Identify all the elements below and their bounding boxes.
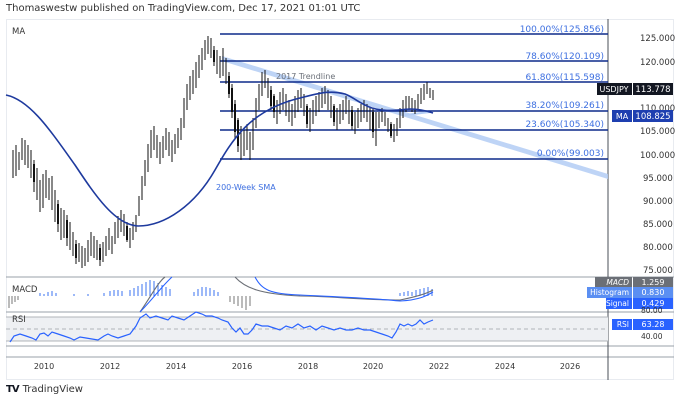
rsi-tick-80: 80.00 [641,306,663,315]
sma-200-week-line[interactable] [5,91,434,227]
fib-label-786: 78.60%(120.109) [525,52,604,62]
fib-label-236: 23.60%(105.340) [525,120,604,130]
histogram-value: 0.830 [642,288,665,297]
histogram-badge [587,287,632,298]
macd-negative-bars [8,296,251,310]
fib-labels: 100.00%(125.856) 78.60%(120.109) 61.80%(… [520,25,604,159]
price-axis[interactable]: 125.000 120.000 110.000 105.000 100.000 … [640,34,675,276]
ma-value-badge [633,110,673,122]
macd-badge [595,277,632,287]
symbol-badge [597,83,632,95]
rsi-tick-40: 40.00 [641,332,663,341]
fibonacci-retracement[interactable] [220,33,608,160]
ma-badge-label: MA [616,112,629,121]
signal-badge-label: Signal [606,299,629,308]
signal-badge [606,298,632,309]
chart-frame [6,19,674,380]
ma-badge [612,110,632,122]
bearish-bodies [33,50,392,260]
price-candles [12,36,434,268]
time-tick: 2022 [429,362,449,371]
last-price: 113.778 [635,85,670,95]
signal-value-badge [633,298,673,309]
macd-value-badge [633,277,673,287]
price-tick: 90.000 [643,197,673,207]
rsi-line [9,311,434,343]
price-tick: 85.000 [643,220,673,230]
rsi-badge-label: RSI [617,320,629,329]
time-tick: 2016 [232,362,252,371]
time-tick: 2012 [100,362,120,371]
price-tick: 120.000 [640,58,675,68]
price-tick: 95.000 [643,174,673,184]
macd-badge-label: MACD [606,278,629,287]
price-tick: 110.000 [640,104,675,114]
macd-line [139,276,434,313]
fib-label-618: 61.80%(115.598) [525,73,604,83]
main-pane-label: MA [12,27,25,37]
time-tick: 2020 [363,362,383,371]
fib-label-382: 38.20%(109.261) [525,101,604,111]
trendline-2017[interactable] [222,56,608,179]
price-tick: 80.000 [643,243,673,253]
histogram-badge-label: Histogram [590,288,629,297]
publish-info: Thomaswestw published on TradingView.com… [6,3,361,14]
fib-label-100: 100.00%(125.856) [520,25,604,35]
time-tick: 2024 [495,362,515,371]
macd-value: 1.259 [642,278,665,287]
price-tick: 75.000 [643,266,673,276]
histogram-value-badge [633,287,673,298]
signal-line [139,276,434,313]
time-tick: 2010 [34,362,54,371]
macd-histogram [39,280,433,296]
macd-pane-label: MACD [12,285,38,295]
time-tick: 2014 [166,362,186,371]
price-badge [633,83,673,95]
footer: TV TradingView [6,384,83,395]
signal-value: 0.429 [642,299,665,308]
rsi-value-badge [633,319,673,330]
price-tick: 100.000 [640,151,675,161]
ma-value: 108.825 [635,112,670,122]
time-axis[interactable]: 2010 2012 2014 2016 2018 2020 2022 2024 … [34,362,580,371]
rsi-badge [612,319,632,330]
price-tick: 105.000 [640,127,675,137]
price-tick: 125.000 [640,34,675,44]
trendline-label: 2017 Trendline [276,72,335,81]
fib-label-0: 0.00%(99.003) [537,149,604,159]
time-tick: 2018 [298,362,318,371]
tradingview-logo-icon[interactable]: TV [6,384,20,395]
trendline-2017-retest [405,111,430,116]
rsi-pane-label: RSI [12,315,26,325]
symbol-label: USDJPY [600,85,629,94]
rsi-value: 63.28 [642,320,665,329]
brand-name[interactable]: TradingView [22,384,83,395]
sma-label: 200-Week SMA [216,183,276,192]
time-tick: 2026 [560,362,580,371]
